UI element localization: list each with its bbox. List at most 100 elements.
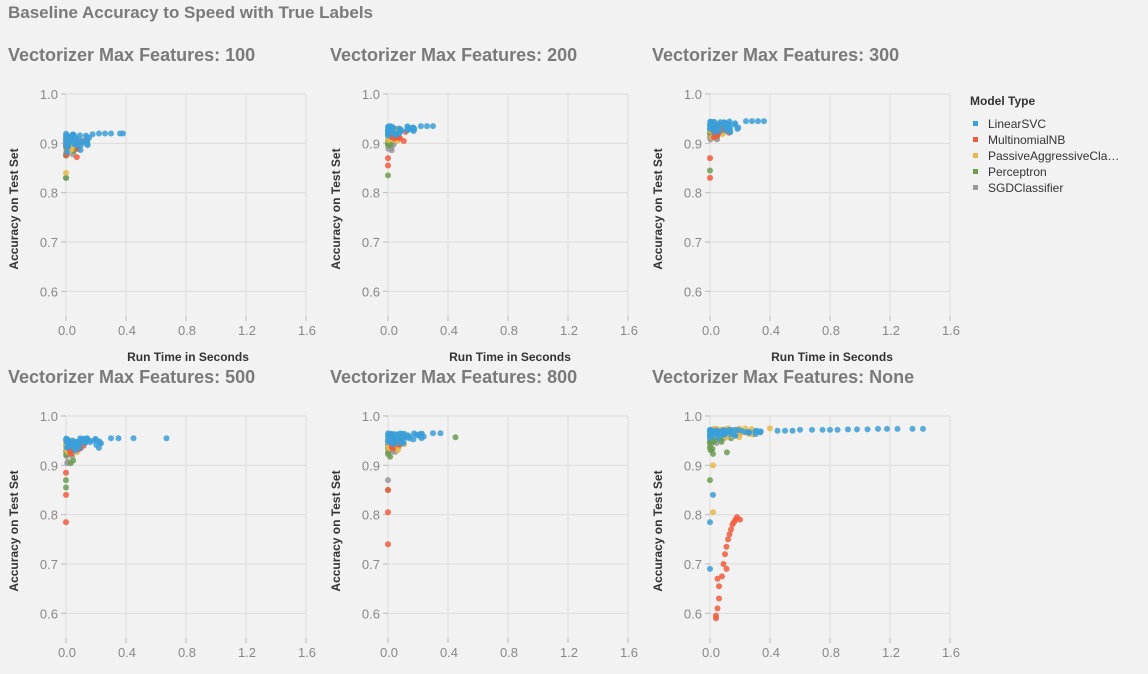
data-point-multinomialnb bbox=[722, 551, 728, 558]
data-point-multinomialnb bbox=[385, 541, 391, 548]
legend-swatch bbox=[973, 169, 978, 174]
y-tick-label: 0.8 bbox=[684, 186, 702, 201]
data-point-linearsvc bbox=[721, 119, 728, 126]
panel-4: Vectorizer Max Features: 500 0.0 0.4 0.8 1.2… bbox=[7, 367, 316, 674]
data-point-multinomialnb bbox=[723, 543, 730, 550]
data-point-linearsvc bbox=[721, 427, 728, 434]
panel-title: Vectorizer Max Features: 200 bbox=[330, 45, 577, 65]
data-point-multinomialnb bbox=[68, 450, 75, 457]
data-point-linearsvc bbox=[894, 425, 901, 432]
data-point-perceptron bbox=[707, 167, 713, 174]
x-tick-label: 0.0 bbox=[380, 645, 398, 660]
data-point-linearsvc bbox=[920, 425, 926, 432]
data-point-linearsvc bbox=[84, 141, 91, 148]
panel-3: Vectorizer Max Features: 300 0.0 0.4 0.8 1.2… bbox=[651, 45, 960, 364]
data-point-linearsvc bbox=[757, 429, 764, 436]
data-point-linearsvc bbox=[76, 132, 83, 139]
data-point-linearsvc bbox=[130, 435, 137, 442]
data-point-passiveaggressiveclassifier bbox=[710, 462, 716, 469]
legend-swatch bbox=[973, 185, 978, 190]
data-point-linearsvc bbox=[72, 445, 79, 452]
y-tick-label: 0.7 bbox=[684, 557, 702, 572]
data-point-multinomialnb bbox=[385, 155, 391, 162]
data-point-linearsvc bbox=[845, 426, 851, 433]
y-tick-label: 0.8 bbox=[362, 508, 380, 523]
data-point-linearsvc bbox=[392, 431, 399, 438]
data-point-linearsvc bbox=[396, 440, 403, 447]
data-point-linearsvc bbox=[734, 427, 741, 434]
data-point-perceptron bbox=[63, 477, 69, 484]
data-point-linearsvc bbox=[746, 429, 753, 436]
legend-label: MultinomialNB bbox=[988, 133, 1065, 147]
grid bbox=[709, 93, 951, 316]
data-point-linearsvc bbox=[385, 132, 392, 139]
data-point-perceptron bbox=[385, 449, 392, 456]
data-point-linearsvc bbox=[761, 118, 767, 125]
panel-title: Vectorizer Max Features: None bbox=[652, 367, 914, 387]
data-point-perceptron bbox=[707, 477, 713, 484]
data-point-linearsvc bbox=[437, 430, 444, 437]
y-tick-label: 1.0 bbox=[362, 87, 380, 102]
data-point-linearsvc bbox=[711, 129, 718, 136]
x-axis-title: Run Time in Seconds bbox=[771, 350, 893, 364]
data-point-passiveaggressiveclassifier bbox=[767, 425, 773, 432]
x-tick-label: 1.2 bbox=[560, 323, 578, 338]
data-point-sgdclassifier bbox=[388, 147, 395, 154]
x-tick-label: 0.8 bbox=[178, 323, 196, 338]
y-tick-label: 0.6 bbox=[40, 606, 58, 621]
data-point-linearsvc bbox=[712, 431, 719, 438]
x-tick-label: 0.8 bbox=[822, 645, 840, 660]
panel-title: Vectorizer Max Features: 500 bbox=[8, 367, 255, 387]
x-tick-label: 0.8 bbox=[500, 323, 518, 338]
grid bbox=[65, 415, 307, 638]
legend: Model Type LinearSVC MultinomialNB PassiveA… bbox=[970, 94, 1119, 195]
data-point-linearsvc bbox=[108, 130, 114, 137]
data-point-multinomialnb bbox=[726, 531, 733, 538]
data-point-linearsvc bbox=[71, 141, 78, 148]
y-tick-label: 0.6 bbox=[684, 606, 702, 621]
data-point-perceptron bbox=[70, 457, 77, 464]
data-point-linearsvc bbox=[120, 130, 126, 137]
data-point-linearsvc bbox=[827, 426, 833, 433]
y-tick-label: 0.9 bbox=[684, 458, 702, 473]
y-tick-label: 0.6 bbox=[362, 606, 380, 621]
x-tick-label: 0.0 bbox=[58, 645, 76, 660]
data-point-multinomialnb bbox=[73, 154, 80, 161]
data-point-linearsvc bbox=[782, 427, 788, 434]
data-point-linearsvc bbox=[749, 118, 755, 125]
y-tick-label: 1.0 bbox=[40, 87, 58, 102]
y-tick-label: 0.6 bbox=[362, 284, 380, 299]
data-point-linearsvc bbox=[77, 147, 84, 154]
data-point-linearsvc bbox=[63, 138, 70, 145]
data-point-passiveaggressiveclassifier bbox=[394, 447, 401, 454]
data-point-multinomialnb bbox=[723, 565, 730, 572]
panel-title: Vectorizer Max Features: 800 bbox=[330, 367, 577, 387]
y-tick-label: 0.9 bbox=[362, 136, 380, 151]
legend-swatch bbox=[973, 137, 978, 142]
x-tick-label: 1.2 bbox=[238, 323, 256, 338]
data-point-multinomialnb bbox=[720, 561, 727, 567]
y-tick-label: 0.8 bbox=[684, 508, 702, 523]
data-point-linearsvc bbox=[63, 444, 70, 451]
data-point-linearsvc bbox=[385, 436, 392, 443]
data-point-multinomialnb bbox=[385, 509, 391, 516]
data-point-linearsvc bbox=[430, 430, 436, 437]
y-tick-label: 0.6 bbox=[684, 284, 702, 299]
data-point-linearsvc bbox=[108, 435, 114, 442]
y-tick-label: 0.7 bbox=[362, 557, 380, 572]
y-axis-title: Accuracy on Test Set bbox=[7, 470, 21, 591]
data-point-linearsvc bbox=[774, 427, 781, 434]
x-axis-title: Run Time in Seconds bbox=[449, 672, 571, 674]
grid bbox=[387, 415, 629, 638]
data-point-multinomialnb bbox=[714, 575, 721, 582]
y-tick-label: 0.9 bbox=[40, 136, 58, 151]
data-point-linearsvc bbox=[387, 125, 394, 132]
points bbox=[63, 435, 170, 526]
data-point-linearsvc bbox=[77, 142, 84, 149]
legend-title: Model Type bbox=[970, 94, 1035, 108]
data-point-linearsvc bbox=[909, 425, 916, 432]
data-point-linearsvc bbox=[70, 133, 77, 140]
legend-swatch bbox=[973, 121, 978, 126]
points bbox=[385, 430, 459, 548]
panel-6: Vectorizer Max Features: None 0.0 0.4 0.8 1.… bbox=[651, 367, 960, 674]
